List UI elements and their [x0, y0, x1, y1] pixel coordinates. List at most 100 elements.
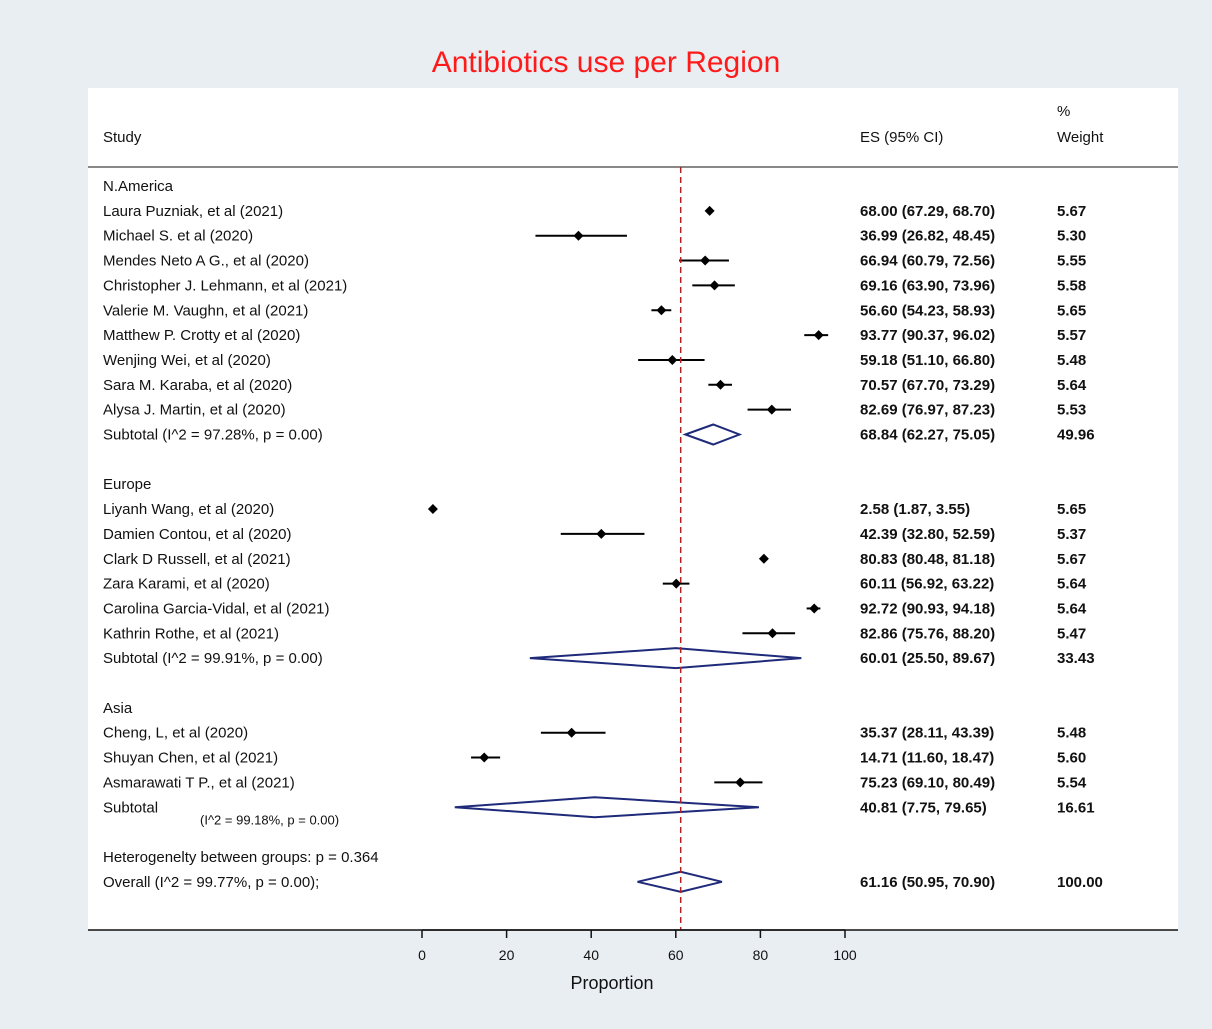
x-tick-label: 40 [583, 947, 599, 963]
study-weight: 5.67 [1057, 203, 1086, 220]
study-weight: 5.58 [1057, 277, 1086, 294]
subtotal-label: Subtotal (I^2 = 97.28%, p = 0.00) [103, 427, 323, 444]
x-tick-label: 20 [499, 947, 515, 963]
study-point [809, 603, 820, 614]
study-label: Sara M. Karaba, et al (2020) [103, 377, 292, 394]
study-weight: 5.48 [1057, 352, 1086, 369]
study-es-ci: 36.99 (26.82, 48.45) [860, 228, 995, 245]
study-es-ci: 82.86 (75.76, 88.20) [860, 625, 995, 642]
subtotal-diamond [529, 647, 802, 670]
study-es-ci: 93.77 (90.37, 96.02) [860, 327, 995, 344]
heterogeneity-note: Heterogenelty between groups: p = 0.364 [103, 849, 379, 866]
x-tick-label: 60 [668, 947, 684, 963]
study-point [704, 205, 715, 216]
subtotal-diamond [682, 423, 743, 446]
study-label: Liyanh Wang, et al (2020) [103, 501, 274, 518]
study-label: Shuyan Chen, et al (2021) [103, 750, 278, 767]
study-weight: 5.37 [1057, 526, 1086, 543]
subtotal-stats: (I^2 = 99.18%, p = 0.00) [200, 812, 339, 827]
subtotal-label: Subtotal (I^2 = 99.91%, p = 0.00) [103, 650, 323, 667]
study-point [656, 305, 667, 316]
study-es-ci: 82.69 (76.97, 87.23) [860, 402, 995, 419]
study-point [573, 230, 584, 241]
group-label: Asia [103, 700, 133, 717]
study-es-ci: 92.72 (90.93, 94.18) [860, 600, 995, 617]
overall-weight: 100.00 [1057, 874, 1103, 891]
study-weight: 5.60 [1057, 750, 1086, 767]
chart-title: Antibiotics use per Region [432, 46, 781, 79]
overall-label: Overall (I^2 = 99.77%, p = 0.00); [103, 874, 319, 891]
subtotal-es-ci: 60.01 (25.50, 89.67) [860, 650, 995, 667]
plot-area [88, 88, 1178, 930]
subtotal-es-ci: 40.81 (7.75, 79.65) [860, 799, 987, 816]
study-point [566, 727, 577, 738]
study-label: Carolina Garcia-Vidal, et al (2021) [103, 600, 330, 617]
study-weight: 5.54 [1057, 774, 1087, 791]
study-weight: 5.64 [1057, 377, 1087, 394]
column-header-study: Study [103, 129, 142, 146]
study-label: Valerie M. Vaughn, et al (2021) [103, 302, 308, 319]
study-point [667, 354, 678, 365]
study-weight: 5.65 [1057, 501, 1086, 518]
study-label: Cheng, L, et al (2020) [103, 725, 248, 742]
column-header-es: ES (95% CI) [860, 129, 943, 146]
study-weight: 5.53 [1057, 402, 1086, 419]
study-es-ci: 56.60 (54.23, 58.93) [860, 302, 995, 319]
study-point [813, 330, 824, 341]
x-axis: 0 20 40 60 80 100 [418, 929, 857, 963]
study-weight: 5.47 [1057, 625, 1086, 642]
study-label: Mendes Neto A G., et al (2020) [103, 253, 309, 270]
study-es-ci: 14.71 (11.60, 18.47) [860, 750, 994, 767]
study-es-ci: 66.94 (60.79, 72.56) [860, 253, 995, 270]
study-es-ci: 69.16 (63.90, 73.96) [860, 277, 995, 294]
study-point [766, 404, 777, 415]
study-es-ci: 42.39 (32.80, 52.59) [860, 526, 995, 543]
study-point [427, 504, 438, 515]
study-label: Asmarawati T P., et al (2021) [103, 774, 295, 791]
study-es-ci: 70.57 (67.70, 73.29) [860, 377, 995, 394]
subtotal-label: Subtotal [103, 799, 158, 816]
forest-rows: N.America Laura Puzniak, et al (2021) 68.0… [103, 167, 1103, 930]
subtotal-es-ci: 68.84 (62.27, 75.05) [860, 427, 995, 444]
study-weight: 5.64 [1057, 576, 1087, 593]
study-label: Kathrin Rothe, et al (2021) [103, 625, 279, 642]
group-label: N.America [103, 178, 174, 195]
study-weight: 5.30 [1057, 228, 1086, 245]
study-es-ci: 68.00 (67.29, 68.70) [860, 203, 995, 220]
x-tick-label: 80 [753, 947, 769, 963]
study-weight: 5.48 [1057, 725, 1086, 742]
study-es-ci: 35.37 (28.11, 43.39) [860, 725, 994, 742]
subtotal-weight: 49.96 [1057, 427, 1095, 444]
study-point [479, 752, 490, 763]
study-weight: 5.65 [1057, 302, 1086, 319]
study-es-ci: 80.83 (80.48, 81.18) [860, 551, 995, 568]
study-point [715, 379, 726, 390]
study-label: Laura Puzniak, et al (2021) [103, 203, 283, 220]
column-header-weight: Weight [1057, 129, 1104, 146]
subtotal-weight: 16.61 [1057, 799, 1095, 816]
subtotal-weight: 33.43 [1057, 650, 1095, 667]
study-label: Matthew P. Crotty et al (2020) [103, 327, 300, 344]
study-weight: 5.67 [1057, 551, 1086, 568]
overall-es-ci: 61.16 (50.95, 70.90) [860, 874, 995, 891]
group-label: Europe [103, 476, 151, 493]
x-tick-label: 0 [418, 947, 426, 963]
subtotal-diamond [454, 796, 759, 819]
study-es-ci: 2.58 (1.87, 3.55) [860, 501, 970, 518]
study-label: Zara Karami, et al (2020) [103, 576, 270, 593]
study-point [767, 628, 778, 639]
study-label: Clark D Russell, et al (2021) [103, 551, 291, 568]
study-es-ci: 59.18 (51.10, 66.80) [860, 352, 995, 369]
column-header-weight-pct: % [1057, 103, 1070, 120]
study-es-ci: 60.11 (56.92, 63.22) [860, 576, 994, 593]
study-label: Michael S. et al (2020) [103, 228, 253, 245]
study-weight: 5.64 [1057, 600, 1087, 617]
study-point [596, 528, 607, 539]
study-label: Damien Contou, et al (2020) [103, 526, 291, 543]
study-point [671, 578, 682, 589]
study-point [735, 777, 746, 788]
study-label: Wenjing Wei, et al (2020) [103, 352, 271, 369]
study-label: Christopher J. Lehmann, et al (2021) [103, 277, 347, 294]
study-weight: 5.55 [1057, 253, 1086, 270]
